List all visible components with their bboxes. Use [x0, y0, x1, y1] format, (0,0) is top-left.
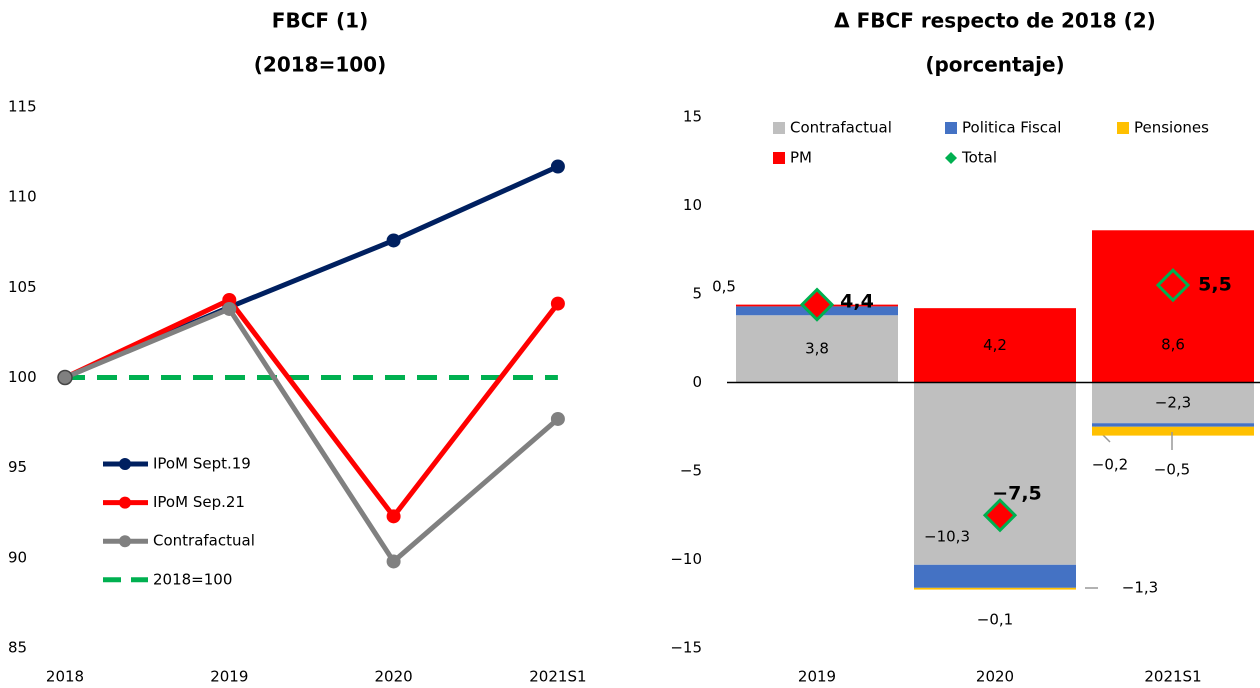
value-label: 0,5	[712, 278, 736, 296]
bar-segment	[914, 587, 1076, 590]
legend-marker	[119, 458, 131, 470]
y-tick-label: 0	[692, 373, 702, 391]
y-tick-label: 110	[8, 188, 37, 206]
legend-label: IPoM Sept.19	[153, 455, 251, 473]
legend-label: PM	[790, 149, 812, 167]
series-line	[64, 305, 560, 566]
x-tick-label: 2018	[46, 668, 84, 686]
legend-label: Contrafactual	[153, 532, 255, 550]
bar-segment	[1092, 426, 1254, 436]
chart-subtitle: (2018=100)	[254, 53, 386, 77]
x-tick-label: 2020	[976, 668, 1014, 686]
point	[386, 233, 401, 248]
y-tick-label: 105	[8, 278, 37, 296]
value-label: 3,8	[805, 339, 829, 357]
point	[222, 301, 237, 316]
value-label: −2,3	[1155, 393, 1191, 411]
y-tick-label: −5	[680, 462, 702, 480]
chart-title: FBCF (1)	[272, 9, 368, 33]
point	[386, 509, 401, 524]
legend-swatch	[773, 152, 785, 164]
bar-segment	[1092, 423, 1254, 427]
bar-segment	[914, 564, 1076, 588]
legend-label: Contrafactual	[790, 119, 892, 137]
y-tick-label: −15	[670, 639, 702, 657]
value-label: 4,2	[983, 336, 1007, 354]
bar-segment	[914, 308, 1076, 383]
legend-swatch	[1117, 122, 1129, 134]
legend-marker	[119, 535, 131, 548]
y-tick-label: 15	[683, 108, 702, 126]
legend-marker	[119, 496, 131, 509]
value-label: −0,5	[1154, 461, 1190, 479]
y-tick-label: 90	[8, 548, 27, 566]
x-tick-label: 2019	[798, 668, 836, 686]
bar-segment	[1092, 230, 1254, 383]
legend-label: 2018=100	[153, 570, 232, 588]
x-tick-label: 2021S1	[1144, 668, 1201, 686]
bar-segment	[736, 315, 898, 383]
point	[550, 296, 565, 311]
total-marker	[982, 498, 1018, 533]
y-tick-label: 85	[8, 639, 27, 657]
legend-label: Pensiones	[1134, 119, 1209, 137]
x-tick-label: 2020	[375, 668, 413, 686]
legend-label: Politica Fiscal	[962, 119, 1061, 137]
value-label: −0,1	[977, 611, 1013, 629]
x-tick-label: 2019	[210, 668, 248, 686]
x-tick-label: 2021S1	[529, 668, 586, 686]
point	[550, 159, 565, 174]
y-tick-label: 95	[8, 458, 27, 476]
chart-subtitle: (porcentaje)	[925, 53, 1064, 77]
y-tick-label: 100	[8, 368, 37, 386]
point	[550, 411, 565, 426]
legend-swatch	[945, 122, 957, 134]
legend-swatch	[945, 152, 957, 164]
total-marker	[1155, 268, 1191, 303]
value-label: −0,2	[1092, 456, 1128, 474]
point	[58, 370, 72, 385]
chart-title: Δ FBCF respecto de 2018 (2)	[834, 9, 1156, 33]
point-outline	[57, 369, 73, 386]
value-label: −1,3	[1122, 579, 1158, 597]
y-tick-label: −10	[670, 550, 702, 568]
total-label: 4,4	[840, 291, 874, 313]
legend-label: Total	[961, 149, 997, 167]
value-label: −10,3	[924, 528, 970, 546]
point	[386, 554, 401, 569]
bar-segment	[1092, 382, 1254, 424]
series-line	[63, 296, 560, 521]
y-tick-label: 10	[683, 196, 702, 214]
bar-segment	[914, 382, 1076, 565]
y-tick-label: 5	[692, 285, 702, 303]
legend-swatch	[773, 122, 785, 134]
legend-label: IPoM Sep.21	[153, 493, 245, 511]
total-marker	[799, 287, 835, 322]
value-label: 8,6	[1161, 336, 1185, 354]
total-label: −7,5	[992, 483, 1042, 505]
y-tick-label: 115	[8, 98, 37, 116]
total-label: 5,5	[1198, 274, 1232, 296]
